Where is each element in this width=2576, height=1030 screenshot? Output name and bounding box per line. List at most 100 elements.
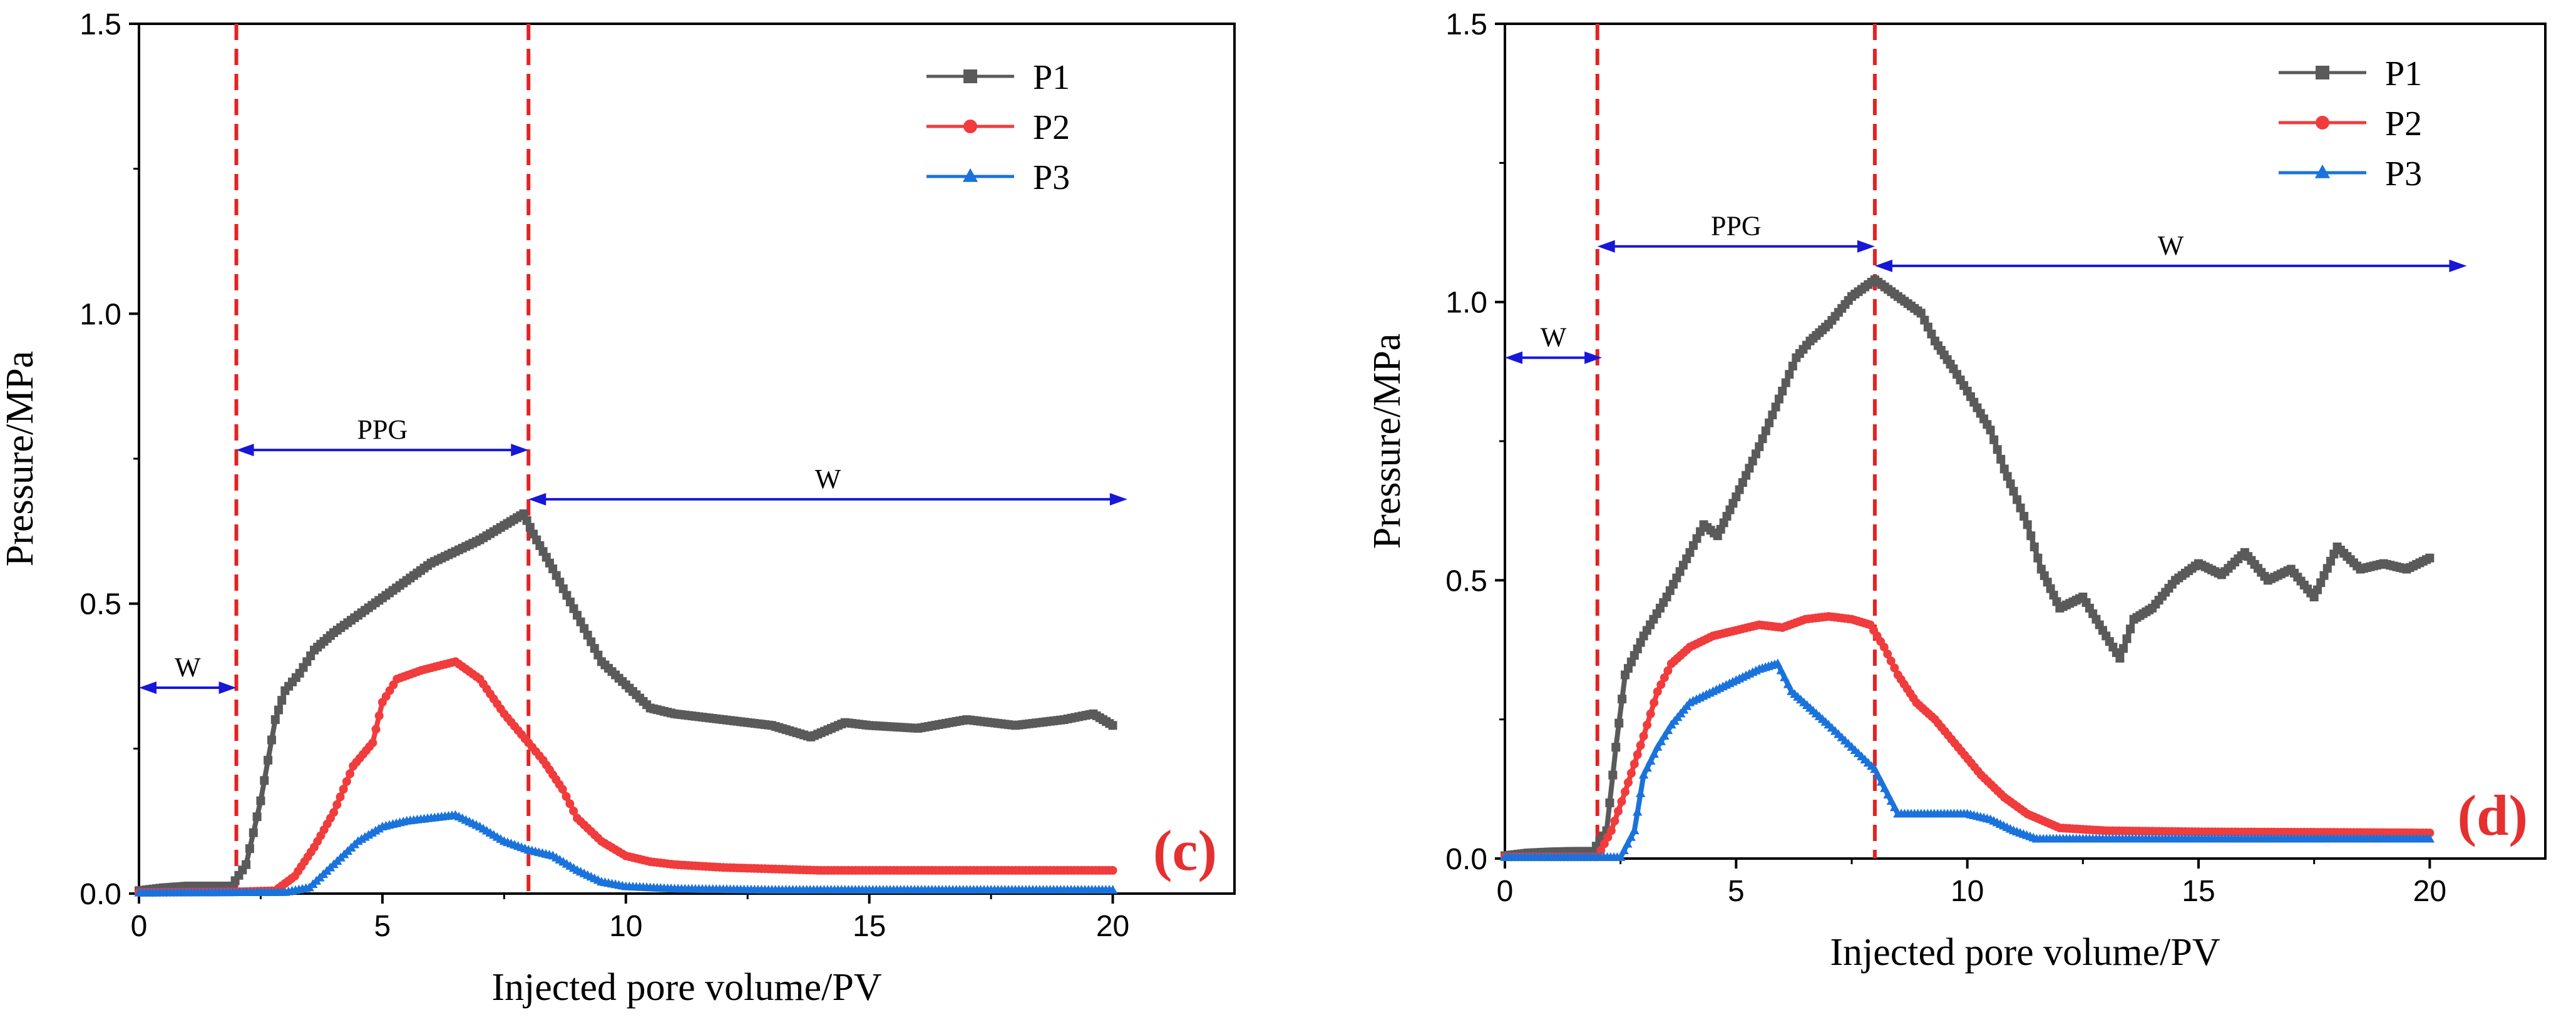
data-point [1889,802,1900,812]
data-point [1890,663,1899,673]
data-point [1751,449,1760,459]
data-point [2023,520,2032,529]
data-point [1617,797,1626,806]
legend-marker [2316,66,2329,79]
data-point [336,792,345,802]
data-point [1599,839,1609,849]
data-point [371,725,381,734]
data-point [270,715,280,724]
data-point [1873,770,1883,780]
data-point [2425,834,2435,843]
x-tick-label: 0 [131,910,148,943]
y-tick-label: 0.5 [1445,564,1487,598]
legend-label: P2 [2385,105,2422,143]
data-point [1614,718,1624,728]
data-point [1636,741,1645,750]
data-point [2009,487,2018,496]
data-point [2312,585,2322,594]
data-point [1639,732,1648,741]
x-tick-label: 10 [1951,875,1984,908]
data-point [1745,464,1754,473]
data-point [1623,839,1633,848]
data-point [2115,653,2125,663]
data-point [593,650,603,660]
legend-marker [963,69,977,83]
data-point [2316,578,2326,588]
data-point [1650,698,1659,707]
data-point [1742,471,1751,480]
legend-marker [2314,164,2331,178]
annotation-arrow-right-head [1584,351,1603,364]
data-point [252,812,262,822]
data-point [1773,658,1783,668]
annotation-arrow-left-head [139,681,157,695]
legend-item-p3: P3 [926,158,1070,197]
series-p1 [1501,275,2435,860]
data-point [1883,789,1893,798]
legend-label: P1 [2385,54,2422,93]
data-point [1645,755,1656,765]
data-point [1999,464,2009,474]
data-point [1611,743,1621,752]
data-point [1663,666,1673,675]
annotation-label: W [175,652,201,683]
series-p3 [1500,658,2435,861]
data-point [1605,798,1614,808]
x-axis-label: Injected pore volume/PV [491,966,881,1009]
data-point [1738,478,1747,487]
data-point [264,755,273,765]
y-tick-label: 1.5 [1445,8,1487,41]
data-point [1788,361,1797,370]
data-point [558,584,568,593]
data-point [2029,542,2039,551]
data-point [576,617,585,626]
panel-d: 0 5 10 15 20 0.0 0.5 1.0 1.5 Injected pore volume… [1366,8,2547,974]
legend-label: P1 [1033,58,1070,97]
data-point [1649,748,1659,758]
data-point [590,644,599,653]
annotation-arrow-right-head [511,444,529,457]
x-tick-label: 10 [609,910,642,943]
data-point [1643,720,1652,730]
data-point [1776,665,1787,675]
legend-item-p2: P2 [926,108,1070,147]
data-point [1610,816,1619,825]
legend-item-p2: P2 [2279,105,2422,143]
data-point [260,776,269,785]
data-point [1656,680,1666,690]
data-point [1732,492,1741,501]
data-point [2326,556,2336,566]
legend-item-p3: P3 [2279,155,2422,193]
legend-label: P3 [2385,155,2422,193]
data-point [555,578,565,587]
data-point [1774,394,1783,404]
data-point [1596,845,1606,855]
data-point [339,785,348,794]
data-point [2126,625,2135,634]
data-point [1761,426,1770,436]
data-point [1996,454,2006,464]
x-tick-label: 5 [374,910,391,943]
x-axis-label: Injected pore volume/PV [1830,931,2220,974]
data-point [1916,308,1926,318]
data-point [1886,656,1896,666]
data-point [1778,386,1787,395]
data-point [1879,643,1889,652]
data-point [1626,768,1636,778]
data-point [2019,512,2029,521]
data-point [1755,442,1764,451]
data-point [558,785,567,794]
panel-label: (c) [1153,818,1217,882]
annotation-label: W [2158,230,2184,261]
data-point [374,711,384,720]
data-point [1108,721,1117,730]
data-point [2425,829,2435,838]
legend-marker [962,168,978,182]
data-point [1735,485,1744,494]
data-point [1633,750,1642,759]
annotation-arrow-right-head [218,681,237,695]
data-point [583,630,592,640]
data-point [1653,742,1663,751]
legend-marker [963,120,977,133]
data-point [1653,687,1662,696]
